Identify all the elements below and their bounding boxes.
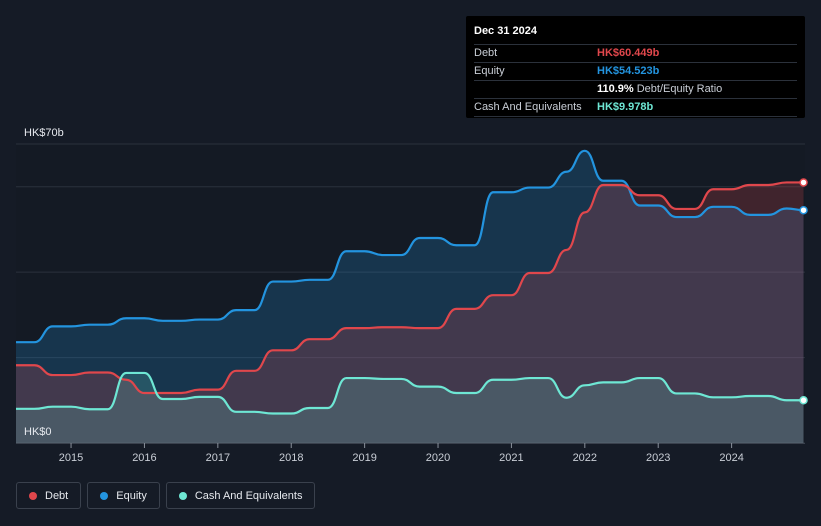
tooltip-row-equity: Equity HK$54.523b (474, 62, 797, 80)
legend-item-equity[interactable]: Equity (87, 482, 160, 509)
end-marker-equity (799, 205, 808, 215)
x-tick-label-2018: 2018 (279, 452, 303, 464)
tooltip-row-ratio: 110.9% Debt/Equity Ratio (474, 80, 797, 98)
area-equity (16, 150, 804, 443)
x-tick-label-2016: 2016 (132, 452, 156, 464)
y-axis-top-label: HK$70b (24, 127, 64, 139)
line-cash-and-equivalents (15, 371, 804, 415)
x-tick-label-2023: 2023 (646, 452, 670, 464)
tooltip-row-debt: Debt HK$60.449b (474, 44, 797, 62)
tooltip-label-debt: Debt (474, 47, 498, 59)
tooltip-date: Dec 31 2024 (474, 25, 537, 37)
x-tick-label-2019: 2019 (352, 452, 376, 464)
tooltip-value-equity: HK$54.523b (597, 65, 660, 77)
tooltip-row-cash: Cash And Equivalents HK$9.978b (474, 98, 797, 117)
legend-item-cash[interactable]: Cash And Equivalents (165, 482, 316, 509)
legend-dot-equity (100, 491, 109, 500)
area-cash-and-equivalents (16, 372, 804, 443)
end-marker-cash-and-equivalents (799, 396, 808, 405)
x-tick-label-2020: 2020 (426, 452, 450, 464)
tooltip-label-equity: Equity (474, 65, 505, 77)
legend-label-debt: Debt (45, 489, 69, 502)
x-tick-label-2021: 2021 (499, 452, 523, 464)
tooltip-value-debt: HK$60.449b (597, 47, 660, 59)
x-tick-label-2015: 2015 (59, 452, 83, 464)
legend-label-cash: Cash And Equivalents (194, 489, 303, 502)
line-debt (16, 181, 804, 395)
tooltip-value-cash: HK$9.978b (597, 101, 654, 113)
y-axis-bottom-label: HK$0 (24, 426, 52, 438)
x-tick-label-2022: 2022 (573, 452, 597, 464)
x-tick-label-2017: 2017 (206, 452, 230, 464)
area-debt (16, 182, 804, 443)
line-equity (15, 149, 804, 344)
tooltip-ratio-label: Debt/Equity Ratio (636, 83, 723, 95)
legend-label-equity: Equity (116, 489, 147, 502)
chart-legend: Debt Equity Cash And Equivalents (16, 482, 316, 509)
legend-dot-debt (29, 491, 37, 500)
x-tick-label-2024: 2024 (719, 452, 743, 464)
tooltip-label-cash: Cash And Equivalents (474, 101, 582, 113)
tooltip-ratio-value: 110.9% (597, 83, 634, 95)
end-marker-debt (799, 178, 808, 187)
legend-dot-cash (178, 491, 187, 500)
tooltip-panel: Dec 31 2024 Debt HK$60.449b Equity HK$54… (466, 16, 805, 118)
legend-item-debt[interactable]: Debt (16, 482, 82, 509)
tooltip-label-ratio-spacer (474, 81, 597, 98)
